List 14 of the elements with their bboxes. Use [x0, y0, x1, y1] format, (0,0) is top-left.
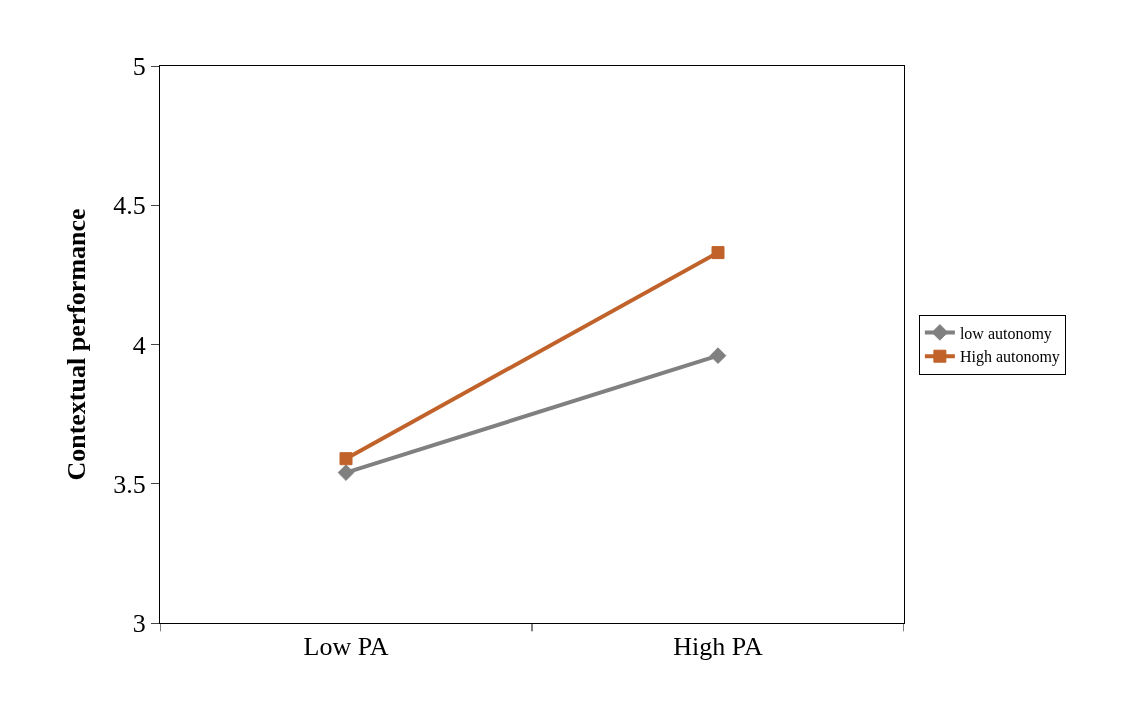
y-tick-label: 4	[132, 330, 146, 360]
legend-label: High autonomy	[959, 348, 1060, 367]
y-tick-label: 3	[132, 609, 146, 639]
y-tick-label: 3.5	[113, 469, 146, 499]
x-tick-label: High PA	[673, 632, 763, 662]
y-tick-label: 5	[132, 52, 146, 82]
point	[337, 464, 355, 481]
point	[709, 347, 727, 364]
legend-label: low autonomy	[959, 324, 1052, 343]
x-tick-label: Low PA	[303, 632, 389, 662]
point	[711, 246, 725, 260]
point	[339, 452, 353, 466]
y-tick-label: 4.5	[113, 191, 146, 221]
y-axis-title: Contextual performance	[61, 208, 91, 481]
